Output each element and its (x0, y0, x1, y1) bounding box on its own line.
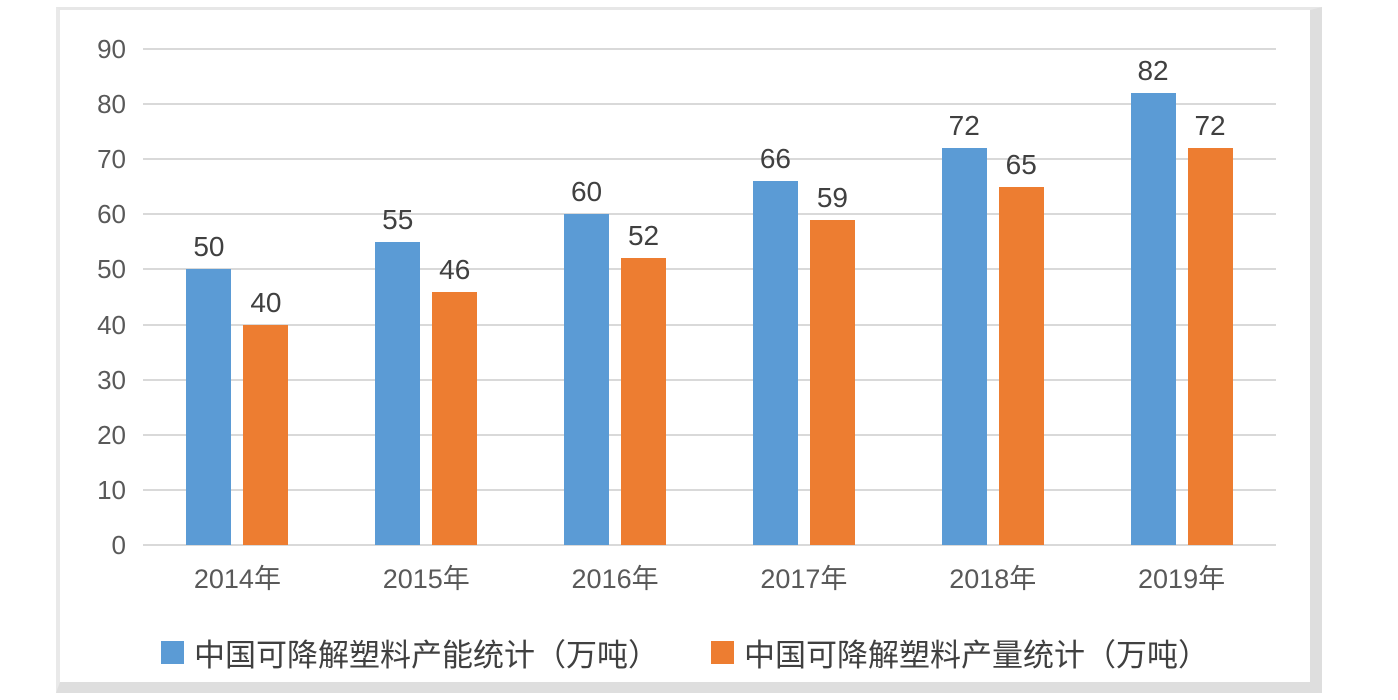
data-label: 72 (948, 110, 980, 142)
bar: 50 (186, 231, 232, 545)
bar: 40 (243, 287, 289, 545)
data-label: 59 (816, 181, 848, 213)
legend-swatch-icon (161, 641, 184, 664)
gridline (143, 48, 1276, 50)
data-label: 82 (1137, 55, 1169, 87)
y-axis-tick-label: 50 (97, 254, 126, 285)
bar: 65 (998, 149, 1044, 545)
bar: 72 (941, 110, 987, 545)
gridline (143, 488, 1276, 491)
data-label: 52 (627, 220, 660, 252)
y-axis-tick-label: 30 (97, 364, 126, 395)
bar: 60 (564, 176, 610, 545)
y-axis-tick-label: 90 (97, 34, 126, 64)
legend: 中国可降解塑料产能统计（万吨） 中国可降解塑料产量统计（万吨） (60, 630, 1310, 675)
data-label: 55 (382, 203, 414, 235)
legend-item: 中国可降解塑料产量统计（万吨） (711, 630, 1209, 675)
y-axis-tick-label: 40 (97, 309, 126, 340)
gridline (143, 158, 1276, 161)
legend-label: 中国可降解塑料产能统计（万吨） (194, 638, 659, 673)
data-label: 46 (439, 253, 471, 285)
bar: 72 (1187, 110, 1233, 545)
legend-swatch-icon (711, 641, 734, 664)
bar-group-2018年: 72 65 (898, 49, 1087, 545)
bar: 66 (752, 143, 798, 545)
gridline (143, 544, 1276, 546)
bar-group-2015年: 55 46 (332, 49, 521, 545)
x-axis-category-label: 2019年 (1138, 564, 1226, 594)
gridline (143, 323, 1276, 326)
y-axis-tick-label: 70 (97, 144, 126, 175)
x-axis-category-label: 2017年 (760, 564, 848, 594)
legend-label: 中国可降解塑料产量统计（万吨） (744, 638, 1209, 673)
bar-groups: 50 40 55 46 60 52 66 59 72 65 82 72 (143, 49, 1276, 545)
bar: 52 (621, 220, 667, 545)
bar: 46 (432, 254, 478, 545)
bar-group-2017年: 66 59 (709, 49, 898, 545)
data-label: 60 (570, 176, 603, 208)
y-axis-tick-label: 80 (97, 89, 126, 120)
data-label: 65 (1005, 148, 1037, 180)
data-label: 66 (759, 143, 791, 175)
x-axis-category-label: 2018年 (949, 564, 1037, 594)
y-axis-tick-label: 60 (97, 199, 126, 230)
plot-area: 50 40 55 46 60 52 66 59 72 65 82 72 (143, 48, 1276, 546)
data-label: 40 (250, 286, 282, 318)
bar: 82 (1130, 55, 1176, 545)
y-axis-tick-label: 20 (97, 419, 126, 450)
x-axis-category-label: 2016年 (571, 564, 659, 594)
chart-panel: 0 10 20 30 40 50 60 70 80 90 50 40 55 46 60 52 66 59 72 65… (56, 7, 1322, 693)
bar-group-2019年: 82 72 (1087, 49, 1276, 545)
gridline (143, 268, 1276, 271)
y-axis-tick-label: 10 (97, 474, 126, 505)
bar-group-2014年: 50 40 (143, 49, 332, 545)
gridline (143, 378, 1276, 381)
bar: 59 (809, 182, 855, 545)
gridline (143, 433, 1276, 436)
bar-group-2016年: 60 52 (521, 49, 710, 545)
x-axis-category-label: 2015年 (382, 564, 470, 594)
gridline (143, 103, 1276, 106)
bar: 55 (375, 204, 421, 545)
data-label: 72 (1194, 110, 1226, 142)
gridline (143, 213, 1276, 216)
legend-item: 中国可降解塑料产能统计（万吨） (161, 630, 659, 675)
y-axis-tick-label: 0 (111, 530, 126, 560)
x-axis: 2014年 2015年 2016年 2017年 2018年 2019年 (143, 557, 1276, 596)
x-axis-category-label: 2014年 (193, 564, 281, 594)
data-label: 50 (193, 231, 225, 263)
